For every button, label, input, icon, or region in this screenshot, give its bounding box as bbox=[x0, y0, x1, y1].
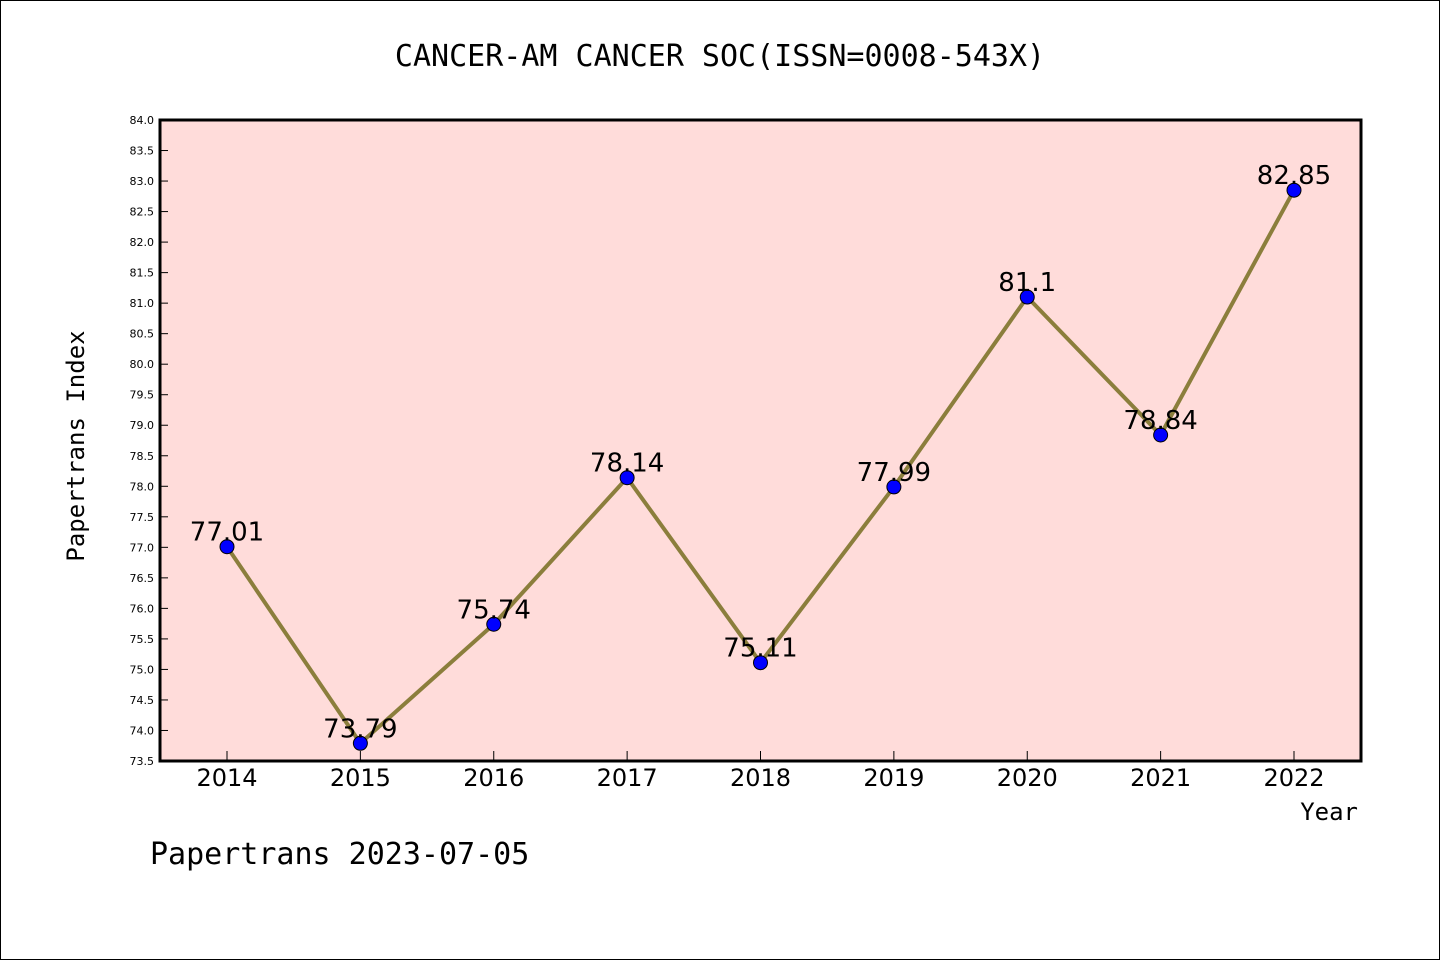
y-tick-label: 82.5 bbox=[130, 206, 155, 219]
chart-title: CANCER-AM CANCER SOC(ISSN=0008-543X) bbox=[395, 39, 1045, 74]
x-tick-label: 2022 bbox=[1263, 764, 1324, 792]
data-label: 73.79 bbox=[323, 714, 397, 744]
data-labels: 77.01 73.79 75.74 78.14 75.11 77.99 81.1 78.84 8… bbox=[190, 161, 1331, 744]
data-label: 75.11 bbox=[723, 634, 797, 664]
y-tick-label: 84.0 bbox=[130, 114, 155, 127]
y-tick-label: 79.0 bbox=[130, 419, 155, 432]
data-point bbox=[219, 539, 235, 555]
x-tick-label: 2016 bbox=[463, 764, 524, 792]
y-tick-label: 80.5 bbox=[130, 328, 155, 341]
y-axis: 73.5 74.0 74.5 75.0 75.5 76.0 76.5 77.0 77.5 78.0… bbox=[130, 114, 168, 768]
y-tick-label: 79.5 bbox=[130, 389, 155, 402]
y-tick-label: 74.0 bbox=[130, 724, 155, 737]
x-axis: 2014 2015 2016 2017 2018 2019 2020 2021 2022 bbox=[196, 751, 1325, 792]
data-point bbox=[753, 655, 768, 671]
y-tick-label: 75.0 bbox=[130, 663, 155, 676]
data-label: 82.85 bbox=[1257, 161, 1331, 191]
data-label: 78.84 bbox=[1123, 406, 1197, 436]
data-point bbox=[352, 735, 368, 751]
y-tick-label: 78.5 bbox=[130, 450, 155, 463]
x-axis-label: Year bbox=[1300, 798, 1358, 826]
y-tick-label: 78.0 bbox=[130, 480, 155, 493]
series-layer bbox=[219, 182, 1302, 751]
x-tick-label: 2020 bbox=[997, 764, 1058, 792]
y-tick-label: 74.5 bbox=[130, 694, 155, 707]
y-tick-label: 75.5 bbox=[130, 633, 155, 646]
data-point bbox=[619, 470, 635, 486]
data-label: 81.1 bbox=[998, 268, 1056, 298]
data-point bbox=[486, 616, 502, 632]
data-point bbox=[1019, 289, 1035, 305]
footer-text: Papertrans 2023-07-05 bbox=[150, 837, 529, 872]
x-tick-label: 2014 bbox=[196, 764, 257, 792]
data-label: 77.01 bbox=[190, 518, 264, 548]
y-tick-label: 81.0 bbox=[130, 297, 155, 310]
data-label: 78.14 bbox=[590, 449, 664, 479]
y-axis-label: Papertrans Index bbox=[62, 330, 90, 561]
x-tick-label: 2017 bbox=[597, 764, 658, 792]
data-label: 75.74 bbox=[457, 595, 531, 625]
y-tick-label: 77.0 bbox=[130, 541, 155, 554]
data-label: 77.99 bbox=[857, 458, 931, 488]
y-tick-label: 77.5 bbox=[130, 511, 155, 524]
data-point bbox=[886, 479, 902, 495]
y-tick-label: 82.0 bbox=[130, 236, 155, 249]
y-tick-label: 73.5 bbox=[130, 755, 155, 768]
x-tick-label: 2015 bbox=[330, 764, 391, 792]
y-tick-label: 80.0 bbox=[130, 358, 155, 371]
y-tick-label: 76.5 bbox=[130, 572, 155, 585]
y-tick-label: 81.5 bbox=[130, 267, 155, 280]
data-point bbox=[1286, 182, 1302, 198]
y-tick-label: 83.5 bbox=[130, 145, 155, 158]
x-tick-label: 2021 bbox=[1130, 764, 1191, 792]
y-tick-label: 83.0 bbox=[130, 175, 155, 188]
data-point bbox=[1153, 427, 1169, 443]
x-tick-label: 2018 bbox=[730, 764, 791, 792]
y-tick-label: 76.0 bbox=[130, 602, 155, 615]
x-tick-label: 2019 bbox=[863, 764, 924, 792]
